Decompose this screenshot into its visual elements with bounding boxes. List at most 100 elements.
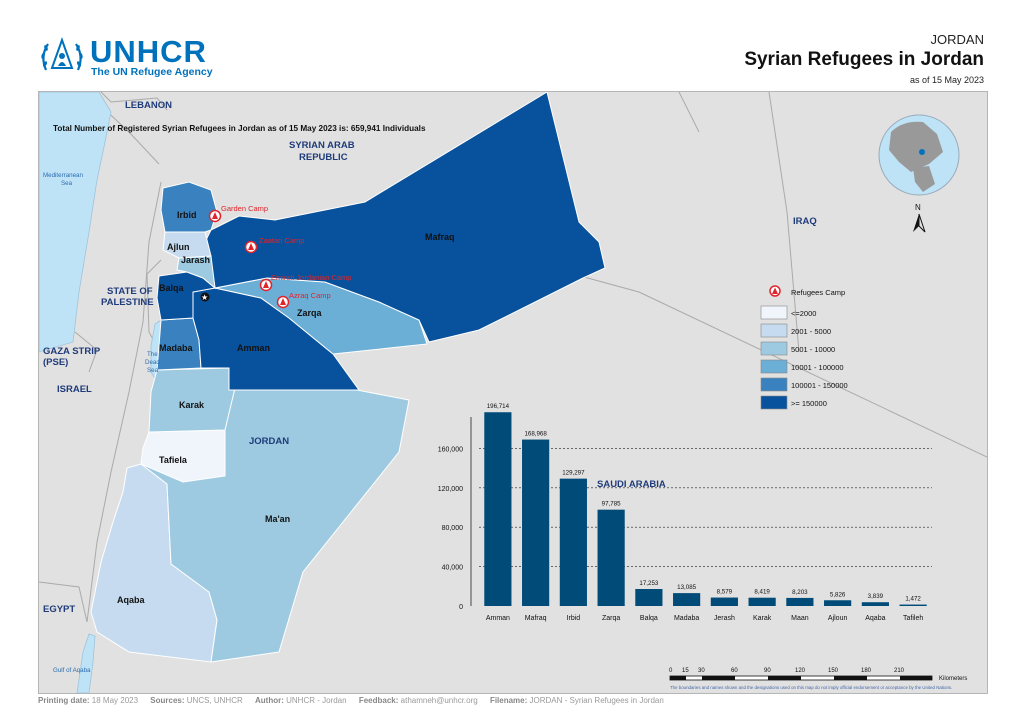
scale-tick-5: 120 [795,668,806,674]
boundary-egypt [39,581,88,623]
scale-tick-3: 60 [731,668,738,674]
label-tafiela: Tafiela [159,455,188,465]
chart-category-5: Madaba [674,615,699,622]
label-karak: Karak [179,400,205,410]
legend-class-2: 2001 - 5000 [791,327,831,336]
scale-tick-2: 30 [698,668,705,674]
label-palestine-1: STATE OF [107,286,153,297]
chart-category-0: Amman [486,615,510,622]
label-madaba: Madaba [159,343,194,353]
label-dead-3: Sea [147,367,159,374]
svg-text:★: ★ [201,293,208,302]
capital-star-icon: ★ [200,292,210,302]
legend-camp-icon [769,285,781,297]
author-label: Author: [255,696,284,705]
as-of-date: as of 15 May 2023 [909,75,984,85]
scale-tick-1: 15 [682,668,689,674]
chart-value-label-11: 1,472 [905,596,921,603]
chart-category-1: Mafraq [525,615,547,622]
label-camp-zaatari: Zaatari Camp [259,236,304,245]
chart-value-label-1: 168,968 [524,431,547,438]
label-irbid: Irbid [177,210,197,220]
label-maan: Ma'an [265,514,290,524]
legend: Refugees Camp <=2000 2001 - 5000 5001 - … [760,285,848,410]
boundary-iraq-north [678,92,700,133]
author-value: UNHCR - Jordan [286,696,347,705]
chart-category-7: Karak [753,615,772,622]
label-balqa: Balqa [159,283,185,293]
filename-value: JORDAN - Syrian Refugees in Jordan [529,696,664,705]
legend-swatch-3 [760,341,788,356]
chart-bar-balqa [635,589,663,606]
legend-class-5: 100001 - 150000 [791,381,848,390]
label-jordan: JORDAN [249,436,289,447]
label-dead-2: Dead [145,359,160,366]
gulf-of-aqaba [76,633,96,693]
label-syria-1: SYRIAN ARAB [289,140,355,151]
label-camp-azraq: Azraq Camp [289,291,331,300]
chart-category-2: Irbid [567,615,581,622]
chart-bar-maan [786,597,814,606]
chart-value-label-9: 5,826 [830,591,846,598]
boundary-iraq-saudi [768,92,800,353]
north-label: N [915,203,921,212]
label-egypt: EGYPT [43,604,75,615]
chart-y-tick-1: 40,000 [442,565,464,572]
sources-label: Sources: [150,696,185,705]
filename-label: Filename: [489,696,528,705]
camp-icon-zaatari [244,240,258,254]
label-zarqa: Zarqa [297,308,323,318]
unhcr-emblem-icon [41,37,83,71]
map-frame: N Total Number of Registered Syrian Refu… [38,91,988,694]
chart-bar-karak [748,597,776,606]
scale-tick-0: 0 [669,668,673,674]
camp-icon-azraq [276,295,290,309]
unhcr-logo: UNHCR The UN Refugee Agency [38,34,218,78]
chart-value-label-0: 196,714 [487,403,510,410]
printing-value: 18 May 2023 [91,696,139,705]
label-med-2: Sea [61,180,73,187]
label-lebanon: LEBANON [125,100,172,111]
label-jarash: Jarash [181,255,210,265]
chart-bar-madaba [673,593,701,606]
map-canvas: N Total Number of Registered Syrian Refu… [39,92,987,693]
globe-inset [878,114,960,196]
scale-bar: 0 15 30 60 90 120 150 180 210 Kilometers… [669,668,967,690]
map-disclaimer: The boundaries and names shown and the d… [670,685,952,690]
boundary-iraq-syria [583,276,987,458]
scale-tick-8: 210 [894,668,905,674]
chart-bar-tafileh [899,604,927,606]
logo-subtitle: The UN Refugee Agency [91,66,213,78]
scale-unit: Kilometers [939,676,967,682]
chart-value-label-4: 17,253 [639,580,658,587]
label-amman: Amman [237,343,270,353]
page-title: Syrian Refugees in Jordan [744,49,984,70]
chart-category-10: Aqaba [865,615,885,622]
chart-y-tick-4: 160,000 [438,446,463,453]
chart-bar-aqaba [861,602,889,606]
feedback-label: Feedback: [358,696,399,705]
boundary-gaza [74,331,98,373]
label-camp-garden: Garden Camp [221,204,268,213]
label-iraq: IRAQ [793,216,817,227]
label-dead-1: The [147,351,158,358]
feedback-value[interactable]: athamneh@unhcr.org [400,696,478,705]
logo-text: UNHCR [90,34,207,69]
total-text: Total Number of Registered Syrian Refuge… [53,124,426,133]
legend-swatch-6 [760,395,788,410]
label-israel: ISRAEL [57,384,92,395]
chart-value-label-8: 8,203 [792,589,808,596]
sources-value: UNCS, UNHCR [186,696,243,705]
label-med-1: Mediterranean [43,172,83,179]
boundary-israel-west [86,181,162,623]
label-aqaba-gulf: Gulf of Aqaba [53,667,91,674]
label-aqaba: Aqaba [117,595,146,605]
legend-camp-label: Refugees Camp [791,288,845,297]
legend-class-6: >= 150000 [791,399,827,408]
label-palestine-2: PALESTINE [101,297,154,308]
legend-class-1: <=2000 [791,309,816,318]
chart-bar-amman [484,412,512,606]
legend-swatch-4 [760,359,788,374]
chart-bar-irbid [559,478,587,606]
chart-category-6: Jerash [714,615,735,622]
